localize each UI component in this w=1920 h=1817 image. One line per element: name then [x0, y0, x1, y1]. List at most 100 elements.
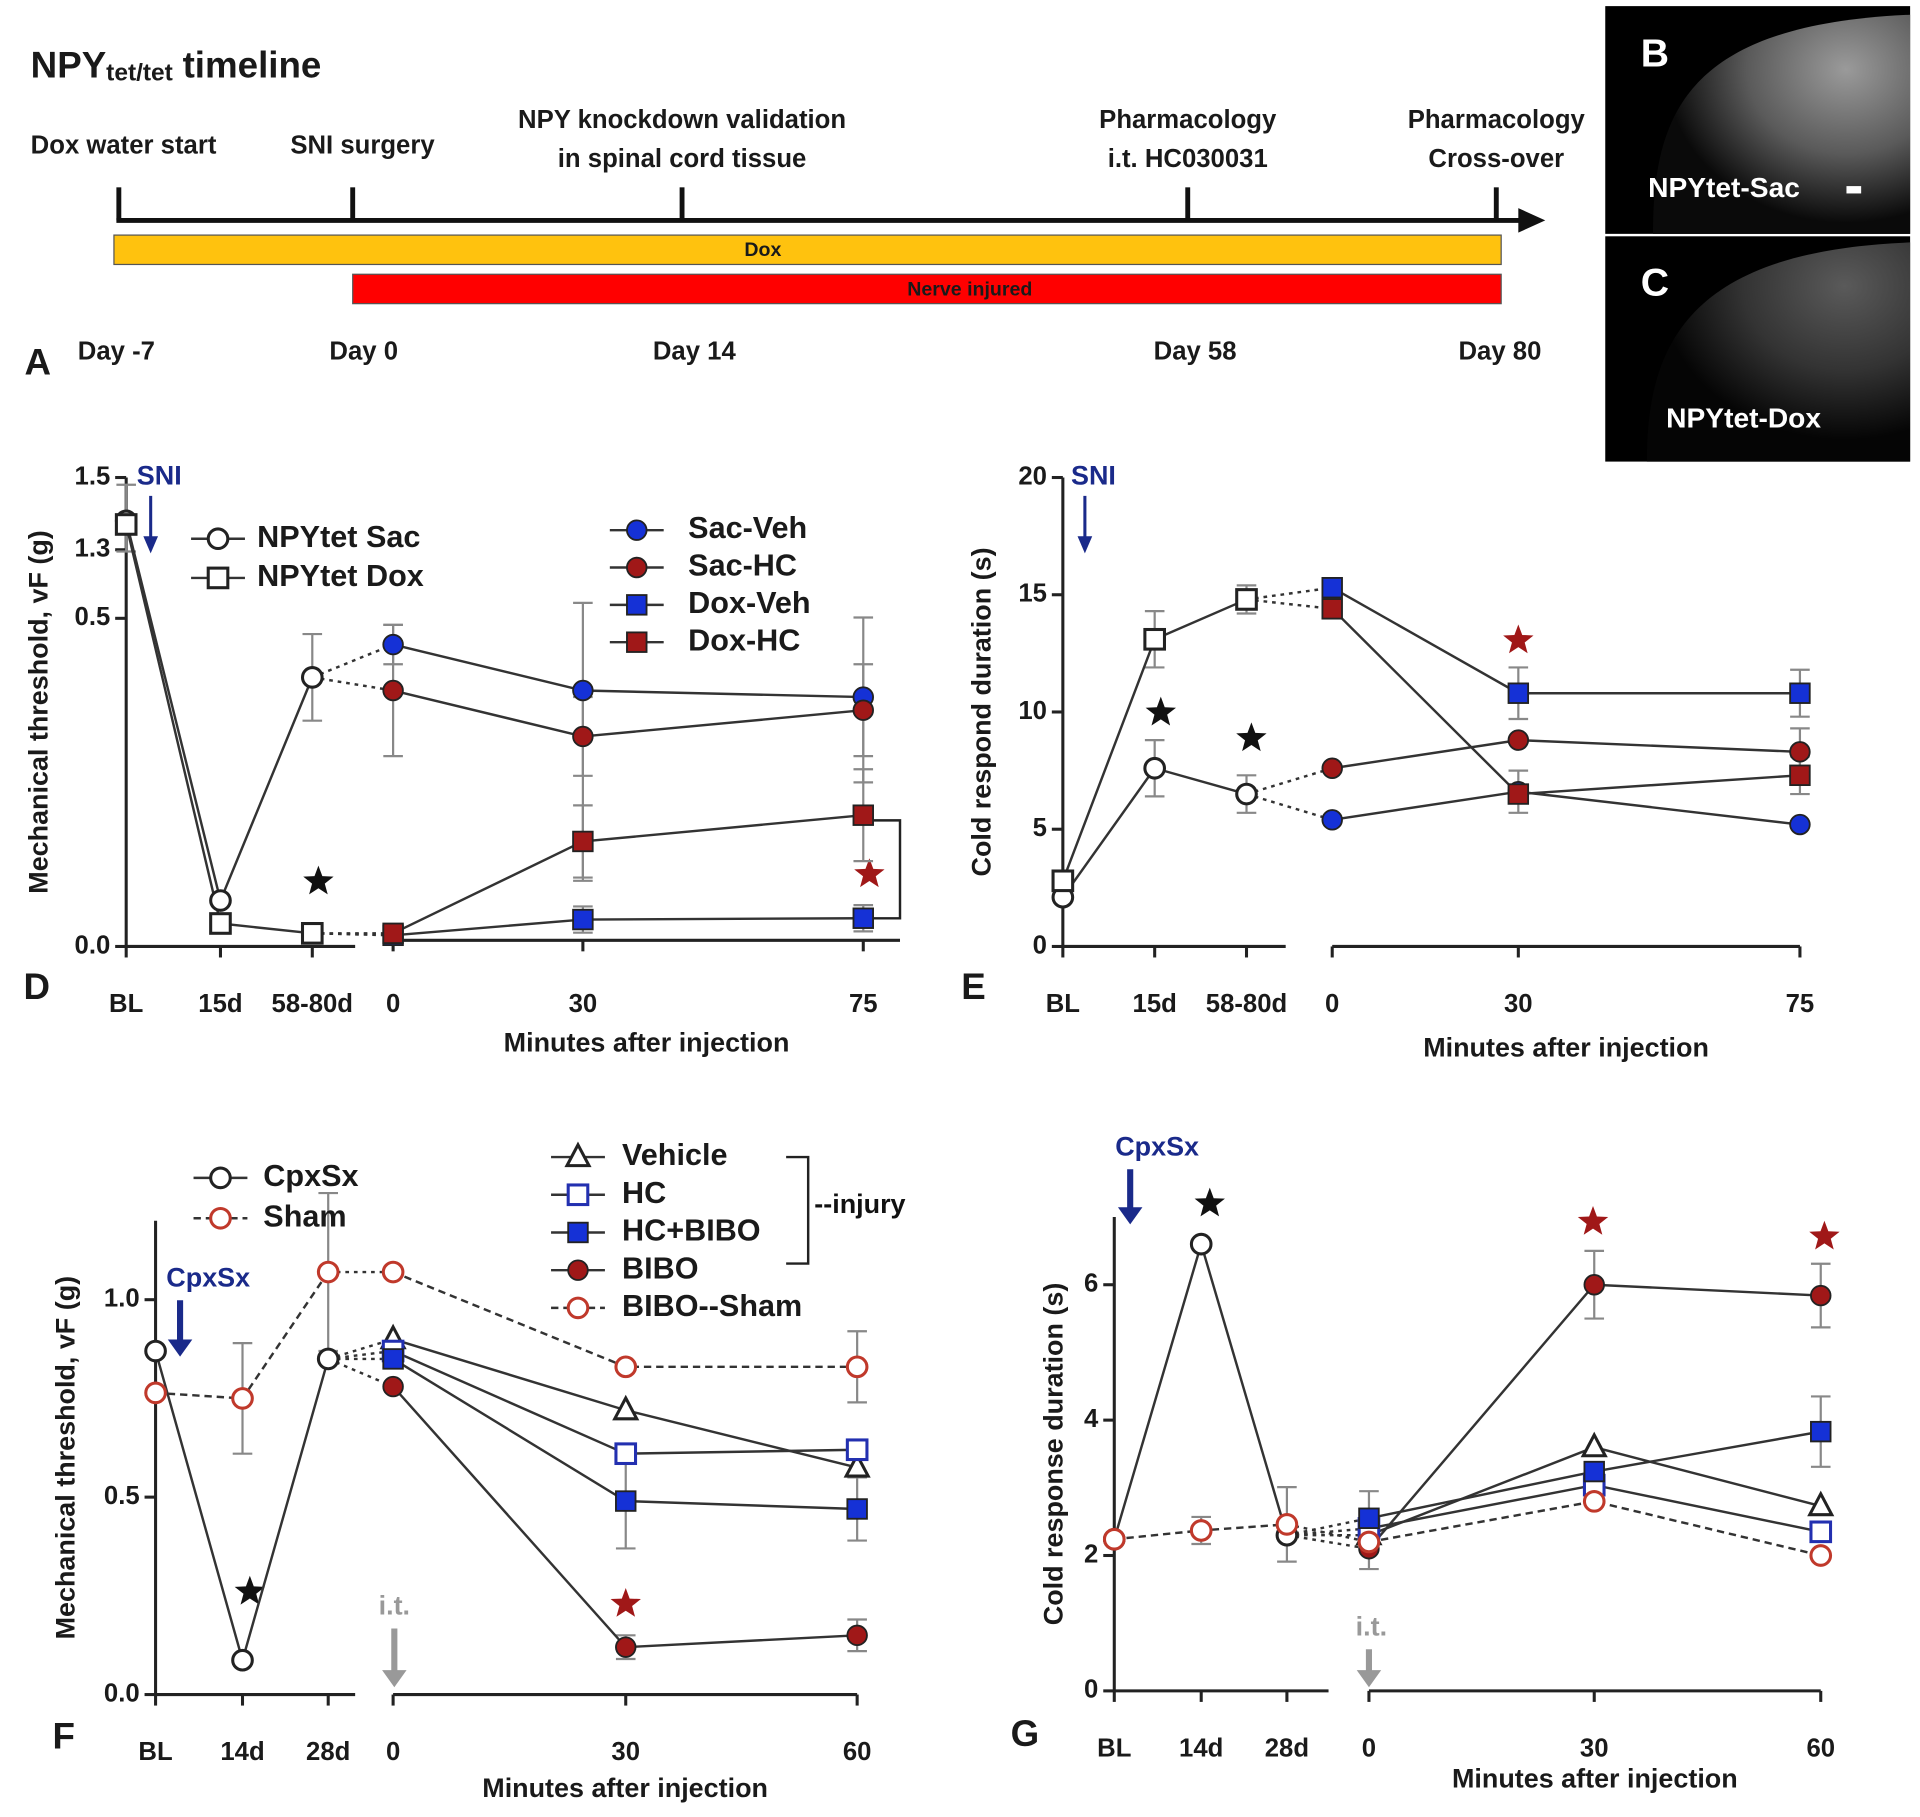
timeline-arrow [1518, 208, 1546, 233]
x-axis-label: Minutes after injection [1423, 1032, 1709, 1062]
significance-star [1145, 696, 1176, 726]
phase-link [1246, 792, 1333, 822]
legend-label: Dox-HC [688, 623, 800, 657]
legend-marker [209, 1166, 232, 1190]
annotation: SNI [137, 461, 182, 491]
data-point [846, 1624, 868, 1647]
data-point [845, 1438, 869, 1462]
data-point [1582, 1490, 1606, 1513]
y-tick-label: 0 [1033, 931, 1047, 959]
data-point [1321, 809, 1343, 831]
legend-label: Vehicle [622, 1138, 727, 1172]
data-point [1789, 764, 1811, 787]
annotation-arrowhead [1117, 1207, 1143, 1225]
data-point [852, 699, 874, 721]
y-axis-label: Cold respond duration (s) [966, 547, 996, 876]
data-point [1235, 588, 1258, 611]
y-tick-label: 15 [1018, 580, 1047, 608]
data-point [231, 1648, 254, 1672]
y-tick-label: 1.3 [75, 535, 111, 563]
data-point [843, 1451, 871, 1478]
data-point [1809, 1544, 1833, 1567]
data-point [1507, 682, 1530, 704]
phase-link [1286, 1517, 1370, 1537]
data-point [1235, 782, 1258, 806]
annotation-arrowhead [1077, 536, 1093, 554]
x-tick-label: 30 [1504, 990, 1533, 1018]
data-point [845, 1355, 869, 1379]
y-tick-label: 0.5 [104, 1482, 140, 1510]
data-point [1789, 741, 1811, 763]
data-point [1583, 1460, 1605, 1483]
legend-marker [206, 566, 230, 590]
data-point [382, 679, 404, 702]
panel-label: F [53, 1715, 75, 1756]
title-part: NPY [31, 44, 107, 85]
bar-label: Nerve injured [907, 278, 1032, 300]
tissue-b [1653, 14, 1911, 234]
significance-star [610, 1588, 641, 1617]
data-point [572, 908, 594, 931]
data-point [614, 1442, 638, 1466]
data-point [852, 907, 874, 929]
injury-bar [352, 273, 1502, 305]
significance-star [1577, 1206, 1609, 1235]
significance-star [1503, 624, 1534, 654]
annotation: CpxSx [166, 1263, 250, 1293]
x-tick-label: 0 [386, 1738, 400, 1766]
data-point [852, 804, 874, 826]
phase-link [327, 1357, 394, 1388]
data-point [615, 1636, 637, 1658]
legend-label: Sham [263, 1199, 346, 1233]
event-label: SNI surgery [290, 132, 435, 160]
annotation: SNI [1071, 461, 1116, 491]
legend-label: Sac-HC [688, 549, 797, 583]
data-point [1143, 627, 1167, 651]
timeline-title: NPYtet/tet timeline [31, 44, 322, 87]
y-tick-label: 20 [1018, 462, 1047, 490]
image-label: NPYtet-Dox [1666, 402, 1821, 433]
x-tick-label: 0 [1325, 990, 1339, 1018]
data-point [382, 633, 404, 656]
legend-marker [626, 519, 648, 541]
legend-label: HC+BIBO [622, 1214, 761, 1248]
data-point [1321, 757, 1343, 779]
x-tick-label: 14d [220, 1738, 264, 1766]
title-part: timeline [183, 44, 322, 85]
y-axis-label: Mechanical threshold, vF (g) [51, 1276, 81, 1640]
data-point [1580, 1431, 1608, 1458]
x-tick-label: 0 [1362, 1734, 1376, 1762]
legend-marker [626, 556, 648, 579]
y-tick-label: 1.5 [75, 462, 111, 490]
day-label: Day 14 [653, 337, 737, 365]
data-point [1189, 1519, 1213, 1542]
legend-marker [209, 1206, 232, 1230]
phase-link [1286, 1533, 1370, 1550]
legend-label: Dox-Veh [688, 586, 810, 620]
event-label: in spinal cord tissue [558, 145, 807, 173]
data-point [1583, 1274, 1605, 1296]
legend-marker [567, 1221, 589, 1244]
data-point [144, 1381, 167, 1405]
panel-label: D [24, 966, 51, 1007]
annotation-arrowhead [382, 1670, 407, 1688]
x-tick-label: BL [1046, 990, 1080, 1018]
data-point [572, 679, 594, 702]
bar-label: Dox [744, 239, 781, 261]
legend-label: CpxSx [263, 1159, 358, 1193]
event-label: Cross-over [1428, 145, 1564, 173]
day-label: Day 58 [1154, 337, 1237, 365]
data-point [114, 513, 138, 536]
phase-link [1286, 1527, 1370, 1537]
legend-marker [564, 1141, 592, 1168]
day-label: Day -7 [78, 337, 155, 365]
phase-link [1246, 767, 1333, 796]
data-point [382, 1348, 404, 1370]
data-point [615, 1490, 637, 1512]
x-tick-label: BL [109, 990, 143, 1018]
x-tick-label: 30 [611, 1738, 640, 1766]
x-tick-label: 14d [1179, 1734, 1223, 1762]
annotation: i.t. [1356, 1612, 1387, 1642]
data-point [1321, 577, 1343, 599]
